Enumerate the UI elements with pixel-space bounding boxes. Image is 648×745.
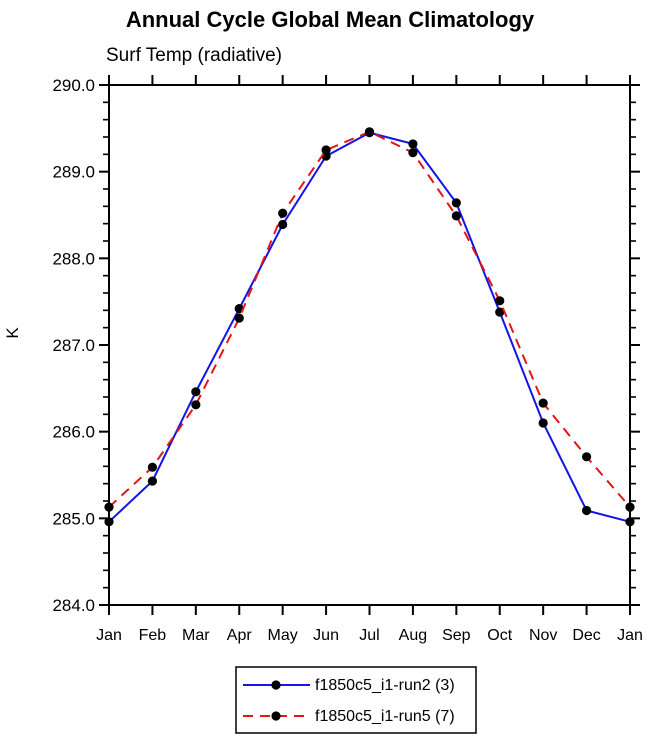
data-point-run5: [278, 208, 288, 218]
data-point-run2: [408, 139, 418, 149]
y-axis-label: K: [3, 327, 22, 339]
data-point-run2: [191, 387, 201, 397]
series-line-run5: [108, 130, 631, 508]
y-tick-label: 289.0: [52, 163, 95, 182]
series-line-run2: [108, 131, 631, 523]
x-tick-label: Sep: [442, 627, 471, 644]
chart-title: Annual Cycle Global Mean Climatology: [126, 7, 535, 32]
legend-sample-marker-run5: [271, 711, 281, 721]
legend: f1850c5_i1-run2 (3) f1850c5_i1-run5 (7): [235, 666, 477, 734]
x-tick-label: Nov: [529, 627, 557, 644]
x-tick-label: Dec: [572, 627, 600, 644]
chart-subtitle: Surf Temp (radiative): [106, 45, 282, 66]
data-point-run2: [104, 517, 114, 527]
y-tick-label: 284.0: [52, 596, 95, 615]
data-point-run5: [147, 462, 158, 472]
x-tick-label: Feb: [139, 627, 167, 644]
data-point-run5: [538, 398, 548, 408]
data-point-run2: [538, 418, 548, 428]
data-point-run5: [625, 502, 635, 512]
data-point-run5: [191, 400, 201, 410]
data-point-run5: [495, 296, 505, 306]
x-tick-label: May: [268, 627, 298, 644]
data-point-run2: [147, 476, 158, 486]
data-point-run5: [104, 502, 114, 512]
x-tick-label: Jul: [359, 627, 379, 644]
x-tick-label: Aug: [399, 627, 427, 644]
plot-area: 284.0 285.0 286.0 287.0 288.0 289.0 290.0 Jan Fe…: [52, 75, 643, 644]
data-point-run2: [581, 505, 592, 516]
y-tick-label: 288.0: [52, 249, 95, 268]
y-tick-label: 290.0: [52, 76, 95, 95]
x-tick-label: Jun: [313, 627, 339, 644]
legend-sample-marker-run2: [271, 680, 281, 690]
plot-frame: [108, 84, 631, 606]
legend-label-run2: f1850c5_i1-run2 (3): [315, 677, 455, 694]
data-point-run5: [234, 313, 244, 323]
data-point-run2: [278, 219, 288, 230]
data-point-run5: [451, 211, 461, 221]
x-tick-label: Oct: [487, 627, 512, 644]
x-tick-label: Jan: [617, 627, 643, 644]
data-point-run5: [408, 148, 418, 158]
y-tick-label: 287.0: [52, 336, 95, 355]
data-point-run2: [495, 307, 505, 317]
y-tick-label: 286.0: [52, 423, 95, 442]
data-point-run2: [625, 517, 635, 527]
x-tick-label: Mar: [182, 627, 210, 644]
data-point-run5: [364, 127, 375, 137]
data-point-run5: [581, 452, 592, 462]
legend-box: [235, 666, 477, 734]
data-point-run2: [451, 198, 461, 208]
y-tick-label: 285.0: [52, 509, 95, 528]
x-tick-label: Jan: [96, 627, 122, 644]
legend-label-run5: f1850c5_i1-run5 (7): [315, 708, 455, 725]
data-point-run5: [321, 145, 331, 155]
x-tick-label: Apr: [227, 627, 253, 644]
